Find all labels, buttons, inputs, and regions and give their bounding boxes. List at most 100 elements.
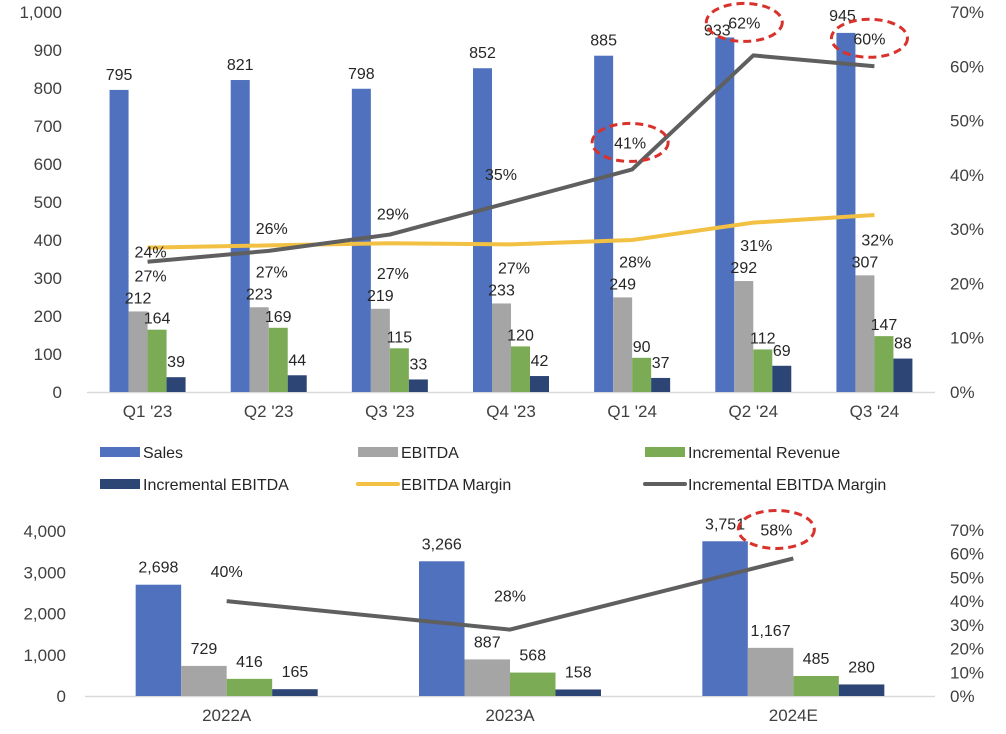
data-label-incremental-revenue: 568 [519,648,546,665]
bar-incremental-revenue [268,327,288,392]
data-label-incremental-ebitda-margin: 60% [853,31,885,48]
y2-axis-tick: 30% [950,220,984,239]
y-axis-tick: 0 [57,687,66,706]
bar-incremental-ebitda [772,365,792,392]
data-label-sales: 821 [227,57,254,74]
bar-sales [594,55,614,392]
bar-ebitda [613,297,633,392]
data-label-ebitda-margin: 31% [740,238,772,255]
x-axis-tick: Q2 '24 [729,402,779,421]
y2-axis-tick: 50% [950,112,984,131]
data-label-incremental-ebitda: 280 [848,659,875,676]
data-label-incremental-ebitda-margin: 28% [494,589,526,606]
data-label-incremental-ebitda: 69 [773,343,791,360]
y-axis-tick: 300 [34,269,62,288]
y2-axis-tick: 40% [950,166,984,185]
data-label-ebitda: 223 [246,286,273,303]
bar-incremental-revenue [389,348,409,392]
y2-axis-tick: 60% [950,545,984,564]
bar-incremental-ebitda [838,684,885,696]
data-label-sales: 852 [469,45,496,62]
x-axis-tick: Q3 '23 [365,402,415,421]
data-label-sales: 3,751 [705,516,745,533]
data-label-incremental-revenue: 90 [633,339,651,356]
y-axis-tick: 1,000 [19,3,62,22]
data-label-ebitda: 249 [609,276,636,293]
data-label-sales: 795 [106,67,133,84]
x-axis-tick: Q1 '24 [607,402,657,421]
x-axis-tick: Q3 '24 [850,402,900,421]
bar-sales [715,37,735,393]
data-label-incremental-ebitda: 158 [565,664,592,681]
bar-incremental-revenue [874,336,894,392]
x-axis-tick: Q2 '23 [244,402,294,421]
y-axis-tick: 700 [34,117,62,136]
data-label-ebitda: 307 [852,254,879,271]
data-label-incremental-ebitda: 44 [288,352,306,369]
bar-incremental-revenue [793,675,839,696]
y-axis-tick: 900 [34,41,62,60]
data-label-incremental-revenue: 164 [144,311,171,328]
legend-swatch-incremental-revenue [645,447,685,457]
data-label-ebitda: 292 [730,260,757,277]
data-label-ebitda-margin: 27% [498,260,530,277]
y2-axis-tick: 10% [950,329,984,348]
data-label-incremental-ebitda-margin: 26% [256,221,288,238]
y-axis-tick: 2,000 [23,605,66,624]
x-axis-tick: 2024E [769,706,818,725]
data-label-ebitda-margin: 27% [377,266,409,283]
line-incremental-ebitda-margin [226,556,794,632]
data-label-incremental-ebitda: 39 [167,354,185,371]
bar-incremental-ebitda [408,379,428,392]
data-label-ebitda: 1,167 [751,623,791,640]
data-label-incremental-ebitda: 37 [652,355,670,372]
data-label-sales: 885 [590,33,617,50]
data-label-incremental-revenue: 112 [750,330,776,347]
bar-incremental-ebitda [893,358,913,392]
legend: Sales EBITDA Incremental Revenue Incrementa… [100,445,886,494]
data-label-incremental-ebitda-margin: 41% [614,135,646,152]
bar-ebitda [370,308,390,392]
legend-label: Incremental EBITDA Margin [688,477,886,494]
data-label-incremental-revenue: 115 [387,329,413,346]
data-label-ebitda-margin: 27% [135,268,167,285]
bar-incremental-ebitda [530,376,549,392]
data-label-incremental-ebitda-margin: 29% [377,207,409,224]
data-label-ebitda: 219 [367,288,394,305]
bar-ebitda [747,647,794,696]
y2-axis-tick: 20% [950,274,984,293]
data-label-ebitda: 887 [474,634,501,651]
data-label-incremental-ebitda: 42 [531,353,549,370]
legend-label: EBITDA Margin [401,477,511,494]
highlight-circle [704,1,784,43]
data-label-incremental-revenue: 120 [507,327,534,344]
legend-label: Incremental Revenue [688,445,840,462]
y2-axis-tick: 30% [950,616,984,635]
highlight-circle [736,508,816,550]
data-label-incremental-ebitda: 165 [282,664,309,681]
x-axis-tick: Q4 '23 [486,402,536,421]
y2-axis-tick: 0% [950,383,975,402]
data-label-ebitda: 233 [488,282,515,299]
y2-axis-tick: 60% [950,57,984,76]
bar-ebitda [464,659,510,696]
legend-swatch-incremental-ebitda [100,479,140,489]
bar-ebitda [181,665,227,696]
bar-sales [109,89,129,393]
y-axis-tick: 500 [34,193,62,212]
y2-axis-tick: 20% [950,640,984,659]
bar-incremental-ebitda [166,377,186,392]
data-label-ebitda: 729 [191,641,218,658]
bar-incremental-revenue [511,346,530,392]
bar-ebitda [249,307,269,392]
data-label-incremental-revenue: 485 [803,651,830,668]
bar-ebitda [128,311,148,392]
data-label-ebitda-margin: 32% [861,232,893,249]
bar-sales [702,541,748,696]
data-label-sales: 3,266 [422,536,462,553]
annual-chart: 0 1,000 2,000 3,000 4,000 0% 10% 20% 30% 40% 50% 60… [23,508,984,725]
data-label-incremental-revenue: 416 [236,654,263,671]
bar-incremental-revenue [147,329,167,392]
bar-incremental-revenue [753,349,773,392]
